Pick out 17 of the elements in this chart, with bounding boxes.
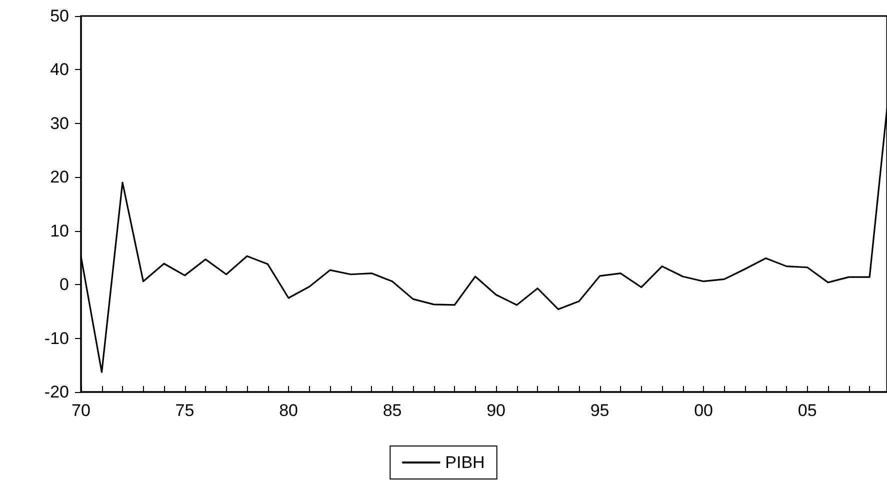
y-tick-label: 20 xyxy=(50,168,69,187)
y-tick-label: -20 xyxy=(44,382,69,402)
y-tick-label: 0 xyxy=(60,275,69,294)
y-tick-label: 50 xyxy=(50,6,69,26)
x-tick-label: 70 xyxy=(72,401,90,420)
y-tick-label: 10 xyxy=(50,221,69,240)
y-tick-label: 30 xyxy=(50,114,69,133)
y-tick-label: -10 xyxy=(44,328,69,348)
x-tick-label: 85 xyxy=(382,401,402,420)
x-tick-label: 75 xyxy=(175,401,194,420)
y-tick-label: 40 xyxy=(50,60,69,80)
x-tick-label: 95 xyxy=(590,401,610,420)
legend-label: PIBH xyxy=(445,453,485,472)
x-tick-label: 00 xyxy=(694,401,714,420)
x-tick-label: 90 xyxy=(486,401,506,420)
x-tick-label: 05 xyxy=(798,401,817,420)
x-tick-label: 80 xyxy=(279,401,298,420)
